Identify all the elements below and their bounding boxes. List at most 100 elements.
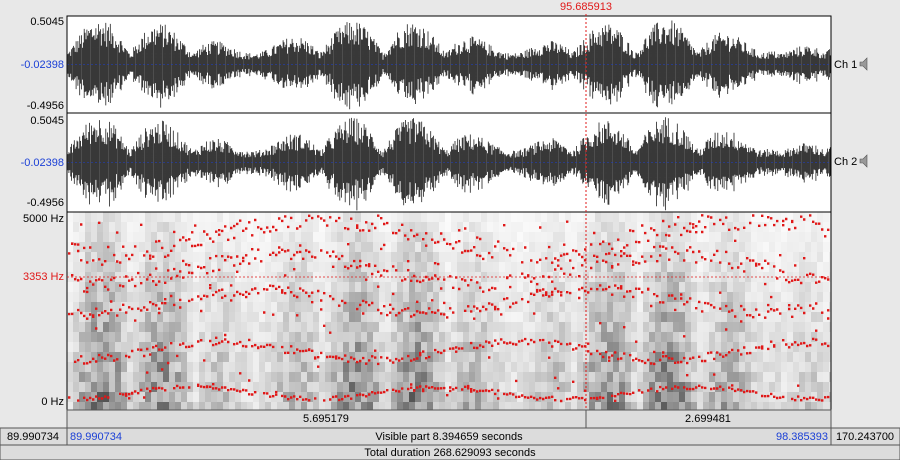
spectrogram-cell	[193, 312, 199, 322]
spectrogram-cell	[607, 372, 613, 382]
spectrogram-cell	[457, 262, 463, 272]
spectrogram-cell	[193, 292, 199, 302]
spectrogram-cell	[613, 382, 619, 392]
spectrogram-cell	[67, 302, 73, 312]
spectrogram-cell	[127, 262, 133, 272]
spectrogram-cell	[751, 262, 757, 272]
spectrogram-cell	[151, 282, 157, 292]
spectrogram-cell	[745, 262, 751, 272]
spectrogram-cell	[133, 372, 139, 382]
spectrogram-cell	[433, 242, 439, 252]
spectrogram-cell	[283, 272, 289, 282]
spectrogram-cell	[199, 232, 205, 242]
spectrogram-cell	[631, 372, 637, 382]
spectrogram-cell	[181, 242, 187, 252]
spectrogram-cell	[697, 312, 703, 322]
spectrogram-cell	[79, 332, 85, 342]
spectrogram-cell	[373, 372, 379, 382]
spectrogram-cell	[487, 252, 493, 262]
total-box[interactable]	[0, 444, 900, 460]
spectrogram-cell	[97, 262, 103, 272]
spectrogram-cell	[631, 382, 637, 392]
spectrogram-cell	[307, 322, 313, 332]
spectrogram-cell	[499, 372, 505, 382]
spectrogram-cell	[757, 382, 763, 392]
spectrogram-cell	[427, 332, 433, 342]
spectrogram-cell	[493, 232, 499, 242]
spectrogram-cell	[703, 342, 709, 352]
spectrogram-cell	[709, 332, 715, 342]
spectrogram-cell	[709, 242, 715, 252]
spectrogram-cell	[325, 382, 331, 392]
ch2-speaker-icon[interactable]	[859, 154, 868, 168]
spectrogram-cell	[709, 322, 715, 332]
spectrogram-cell	[541, 352, 547, 362]
spectrogram-cell	[127, 382, 133, 392]
spectrogram-cell	[733, 382, 739, 392]
spectrogram-cell	[691, 342, 697, 352]
spectrogram-cell	[781, 212, 787, 222]
spectrogram-cell	[127, 362, 133, 372]
spectrogram-cell	[679, 212, 685, 222]
spectrogram-cell	[511, 402, 517, 410]
spectrogram-cell	[769, 352, 775, 362]
ch1-label[interactable]: Ch 1	[834, 59, 857, 71]
spectrogram-cell	[349, 242, 355, 252]
spectrogram-cell	[805, 302, 811, 312]
spectrogram-cell	[439, 292, 445, 302]
spectrogram-cell	[523, 342, 529, 352]
spectrogram-cell	[619, 362, 625, 372]
spectrogram-cell	[277, 322, 283, 332]
spectrogram-cell	[721, 342, 727, 352]
spectrogram-cell	[613, 322, 619, 332]
spectrogram-cell	[793, 212, 799, 222]
ch1-speaker-icon[interactable]	[859, 57, 868, 71]
spectrogram-cell	[439, 282, 445, 292]
spectrogram-cell	[499, 382, 505, 392]
spectrogram-cell	[643, 392, 649, 402]
spectrogram-cell	[493, 252, 499, 262]
spectrogram-cell	[445, 362, 451, 372]
spectrogram-cell	[787, 282, 793, 292]
spectrogram-cell	[85, 382, 91, 392]
spectrogram-cell	[289, 232, 295, 242]
spectrogram-cell	[433, 312, 439, 322]
spectrogram-cell	[337, 312, 343, 322]
spectrogram-cell	[559, 212, 565, 222]
spectrogram-cell	[313, 332, 319, 342]
spectrogram-cell	[235, 332, 241, 342]
spectrogram-cell	[259, 242, 265, 252]
spectrogram-cell	[637, 212, 643, 222]
spectrogram-cell	[595, 402, 601, 410]
spectrogram-cell	[91, 382, 97, 392]
spectrogram-cell	[763, 322, 769, 332]
spectrogram-cell	[523, 352, 529, 362]
spectrogram-cell	[589, 402, 595, 410]
spectrogram-cell	[757, 212, 763, 222]
spectrogram-cell	[487, 272, 493, 282]
spectrogram-cell	[337, 292, 343, 302]
spectrogram-cell	[259, 382, 265, 392]
spectrogram-cell	[811, 342, 817, 352]
spectrogram-cell	[457, 352, 463, 362]
spectrogram-cell	[829, 292, 831, 302]
spectrogram-cell	[415, 352, 421, 362]
spectrogram-cell	[115, 352, 121, 362]
spectrogram-cell	[271, 262, 277, 272]
spectrogram-cell	[331, 272, 337, 282]
spectrogram-cell	[679, 392, 685, 402]
spectrogram-cell	[481, 232, 487, 242]
spectrogram-cell	[403, 242, 409, 252]
spectrogram-cell	[349, 292, 355, 302]
spectrogram-cell	[475, 382, 481, 392]
spectrogram-cell	[451, 252, 457, 262]
spectrogram-cell	[757, 332, 763, 342]
spectrogram-cell	[403, 332, 409, 342]
ch2-label[interactable]: Ch 2	[834, 156, 857, 168]
spectrogram-cell	[151, 332, 157, 342]
spectrogram-cell	[553, 402, 559, 410]
spectrogram-cell	[439, 242, 445, 252]
spectrogram-cell	[301, 332, 307, 342]
spectrogram-cell	[739, 352, 745, 362]
spectrogram-cell	[601, 312, 607, 322]
